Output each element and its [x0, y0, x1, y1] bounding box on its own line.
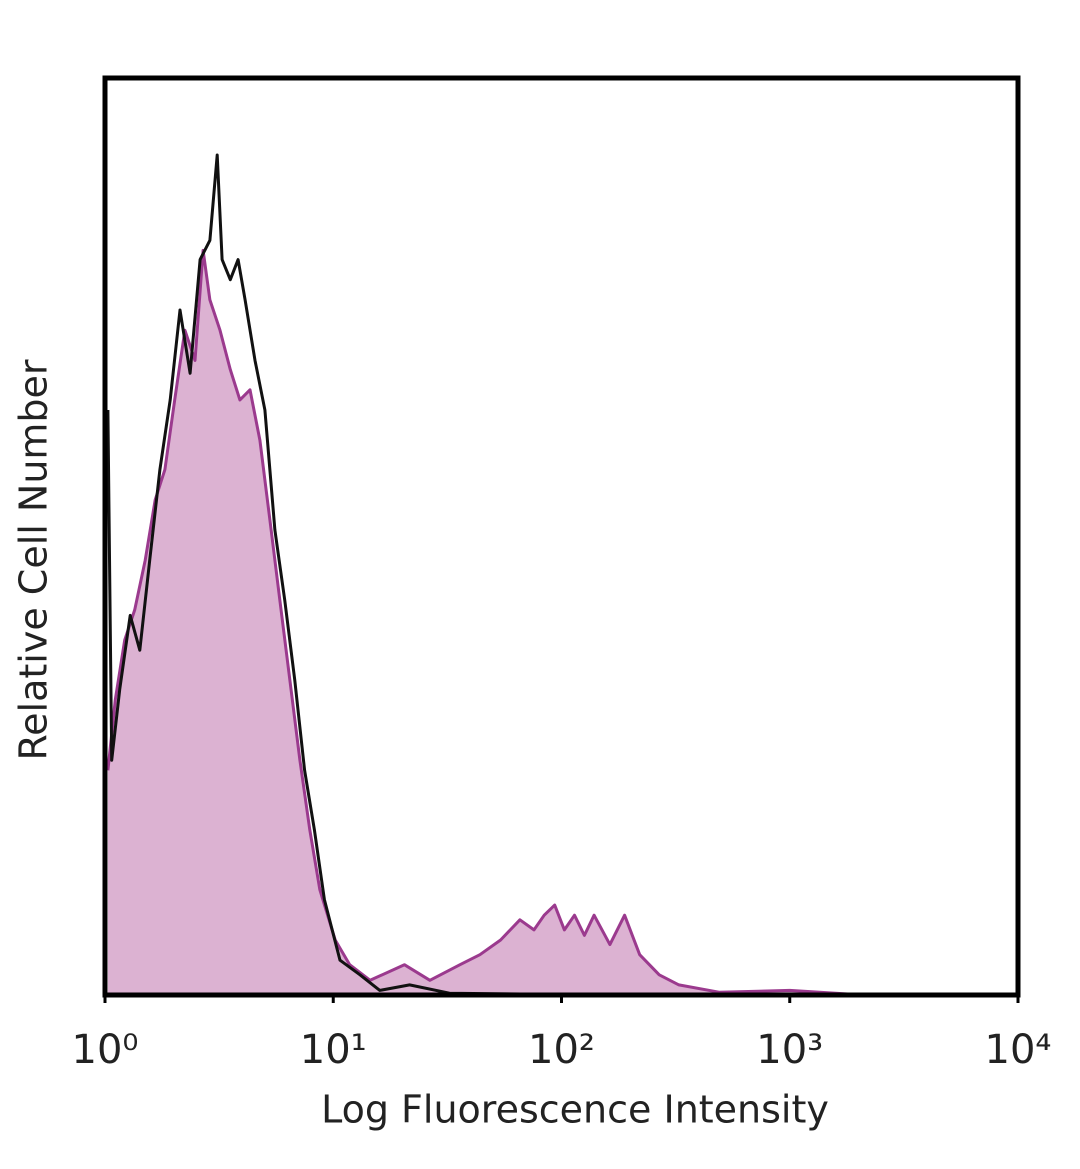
histogram-line	[106, 153, 1019, 997]
x-tick-label: 10²	[528, 1027, 595, 1073]
histogram-line	[106, 248, 1019, 997]
x-axis-label: Log Fluorescence Intensity	[321, 1088, 829, 1132]
x-tick-label: 10¹	[300, 1027, 367, 1073]
x-tick-label: 10⁴	[985, 1027, 1052, 1073]
x-tick-label: 10³	[756, 1027, 823, 1073]
area	[107, 250, 1018, 995]
x-tick-label: 10⁰	[72, 1027, 139, 1073]
y-axis-label: Relative Cell Number	[12, 359, 56, 760]
